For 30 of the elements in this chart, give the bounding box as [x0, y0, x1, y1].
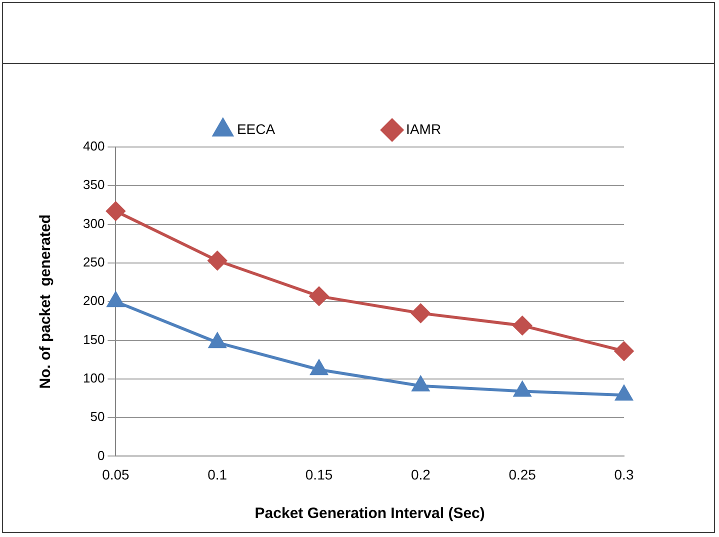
- legend-label: IAMR: [406, 120, 442, 137]
- x-tick-label: 0.2: [410, 466, 431, 482]
- point: [106, 202, 126, 221]
- point: [310, 360, 328, 376]
- y-tick-label: 0: [97, 448, 105, 463]
- point: [208, 251, 227, 270]
- legend-label: EECA: [236, 120, 276, 137]
- y-tick-label: 100: [82, 370, 105, 386]
- y-tick-label: 350: [82, 177, 105, 192]
- y-tick-label: 300: [82, 216, 105, 231]
- point: [412, 376, 430, 392]
- y-tick-label: 150: [82, 332, 105, 347]
- y-axis-title: No. of packet generated: [37, 214, 54, 389]
- point: [514, 382, 531, 397]
- x-axis-title: Packet Generation Interval (Sec): [254, 505, 485, 522]
- x-tick-label: 0.3: [614, 466, 634, 482]
- y-tick-label: 50: [90, 409, 105, 424]
- point: [310, 286, 329, 306]
- x-tick-label: 0.25: [508, 466, 536, 482]
- y-tick-label: 400: [82, 138, 105, 154]
- x-tick-label: 0.05: [102, 466, 130, 482]
- x-tick-label: 0.15: [305, 466, 333, 482]
- point: [512, 316, 532, 336]
- point: [616, 386, 632, 401]
- y-tick-label: 200: [82, 293, 105, 308]
- point: [107, 292, 124, 308]
- y-tick-label: 250: [82, 254, 105, 270]
- x-tick-label: 0.1: [208, 466, 228, 482]
- point: [208, 333, 226, 348]
- point: [411, 304, 430, 323]
